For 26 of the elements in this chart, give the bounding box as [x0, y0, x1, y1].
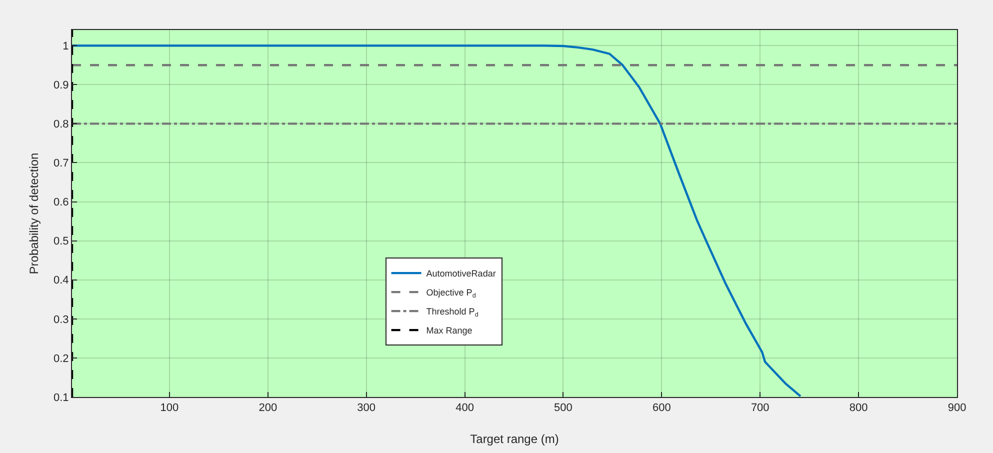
y-tick-label: 0.5	[54, 236, 69, 248]
y-tick-label: 0.7	[54, 158, 69, 170]
x-tick-label: 900	[948, 402, 966, 414]
x-tick-label: 300	[357, 402, 376, 414]
y-tick-label: 0.9	[54, 80, 69, 92]
x-tick-label: 500	[554, 402, 572, 414]
ref-line-label: Max Range	[426, 326, 472, 336]
legend-label: AutomotiveRadar	[426, 268, 496, 279]
x-tick-label: 400	[456, 402, 474, 414]
x-tick-label: 800	[849, 402, 868, 414]
x-tick-label: 600	[652, 402, 671, 414]
line-series	[72, 44, 802, 397]
y-tick-label: 0.8	[54, 118, 69, 131]
legend-label: Objective P$_{d}$	[426, 288, 476, 300]
legend-label: Threshold P$_{d}$	[426, 306, 479, 318]
y-tick-label: 0.4	[54, 274, 69, 287]
x-tick-label: 700	[750, 402, 770, 414]
y-tick-label: 1	[62, 40, 69, 52]
y-tick-label: 0.1	[54, 392, 69, 404]
y-tick-label: 0.2	[54, 352, 69, 365]
y-tick-label: 0.6	[54, 196, 69, 209]
y-axis-title: Probability of detection	[27, 152, 41, 274]
y-tick-label: 0.3	[54, 314, 69, 326]
x-axis-title: Target range (m)	[470, 432, 559, 446]
x-tick-label: 100	[160, 402, 179, 414]
x-tick-label: 200	[258, 402, 278, 414]
